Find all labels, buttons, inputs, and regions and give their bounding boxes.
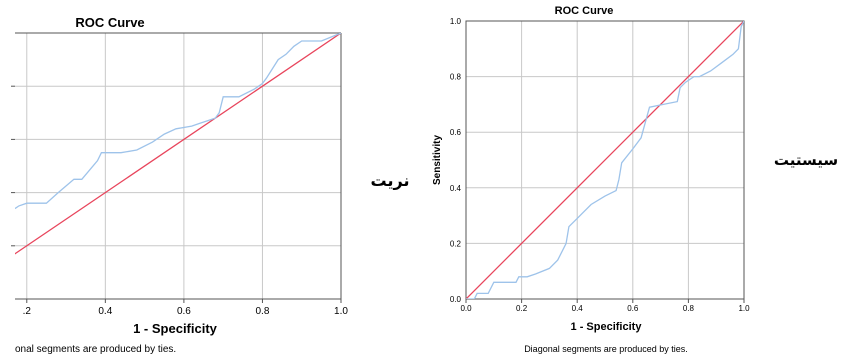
chart1-chart-title: ROC Curve xyxy=(75,15,144,30)
chart2-y-tick-label: 0.0 xyxy=(450,295,462,304)
chart1-reference-diagonal xyxy=(15,33,341,255)
chart2-y-tick-label: 0.2 xyxy=(450,239,462,248)
chart2-y-tick-label: 1.0 xyxy=(450,17,462,26)
chart1-x-tick-label: .2 xyxy=(23,306,32,317)
chart2-y-tick-label: 0.6 xyxy=(450,128,462,137)
chart1-x-tick-label: 0.4 xyxy=(98,306,112,317)
chart2-y-axis-label: Sensitivity xyxy=(432,135,443,185)
chart2-footnote: Diagonal segments are produced by ties. xyxy=(524,344,688,354)
chart2-plot-frame xyxy=(465,20,745,300)
chart2-roc-curve-line xyxy=(466,21,744,299)
chart2-x-tick-label: 0.0 xyxy=(460,304,472,313)
chart1-roc-curve-line xyxy=(15,33,341,210)
chart2-x-tick-label: 0.4 xyxy=(572,304,584,313)
chart2-y-tick-label: 0.4 xyxy=(450,184,462,193)
chart1-footnote: onal segments are produced by ties. xyxy=(15,344,176,355)
chart2-x-axis-label: 1 - Specificity xyxy=(571,321,643,333)
chart2-chart-title: ROC Curve xyxy=(555,5,614,17)
chart1-x-tick-label: 1.0 xyxy=(334,306,348,317)
chart2-x-tick-label: 0.2 xyxy=(516,304,528,313)
chart1-x-tick-label: 0.6 xyxy=(177,306,191,317)
chart1-x-axis-label: 1 - Specificity xyxy=(133,321,218,336)
chart2-reference-diagonal xyxy=(466,21,744,299)
side-label-right: سیستیت xyxy=(774,151,838,169)
side-label-left: نریت xyxy=(371,171,410,190)
chart2-x-tick-label: 0.8 xyxy=(683,304,695,313)
chart1-x-tick-label: 0.8 xyxy=(255,306,269,317)
chart2-x-tick-label: 1.0 xyxy=(738,304,750,313)
chart2-x-tick-label: 0.6 xyxy=(627,304,639,313)
chart2-y-tick-label: 0.8 xyxy=(450,73,462,82)
